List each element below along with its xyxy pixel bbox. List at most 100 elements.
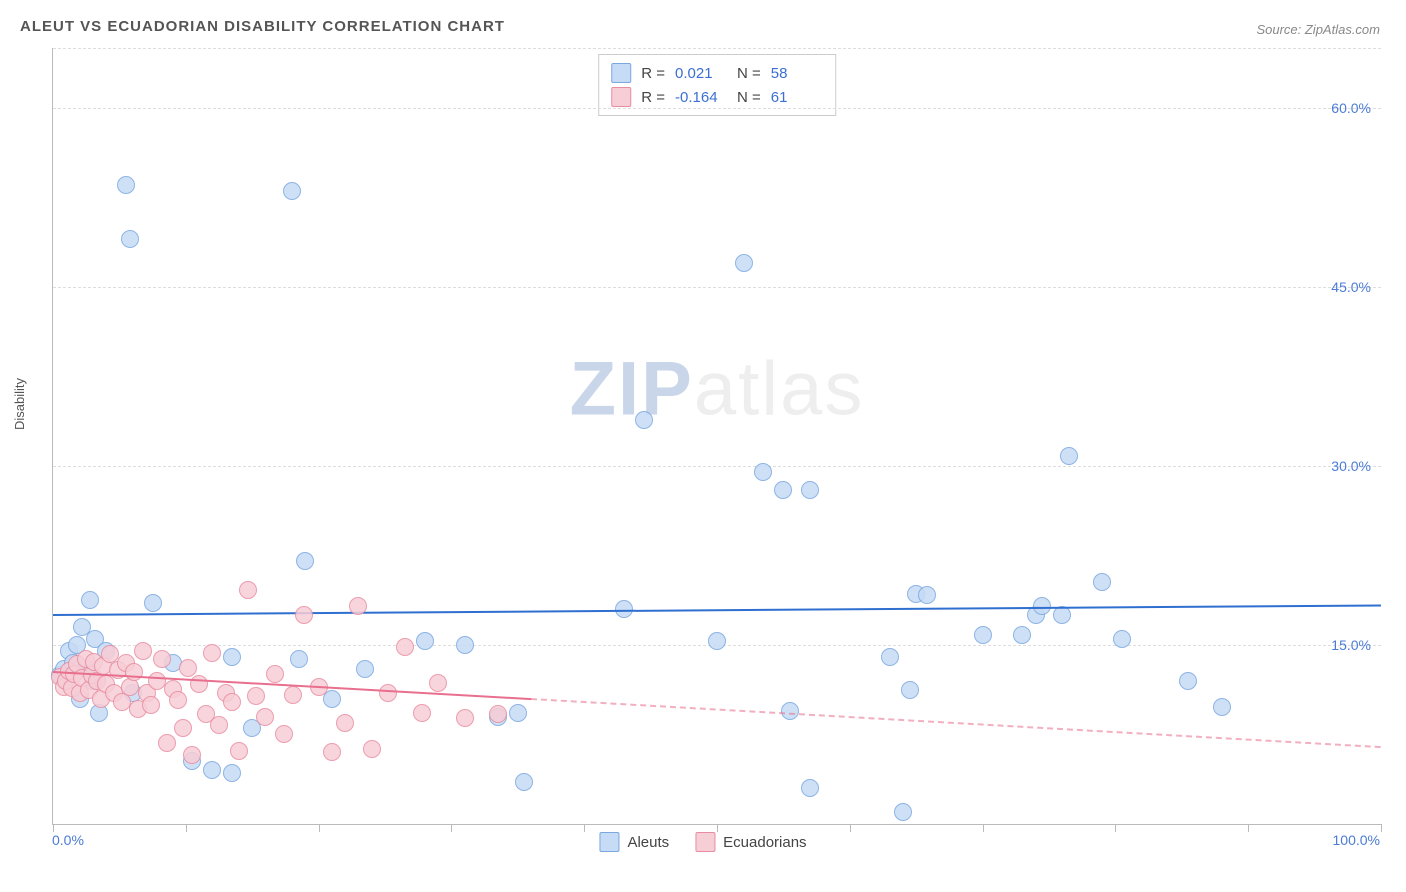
watermark: ZIPatlas bbox=[570, 346, 865, 433]
x-tick bbox=[584, 824, 585, 832]
point-ecuadorians bbox=[456, 709, 474, 727]
point-aleuts bbox=[283, 182, 301, 200]
legend-bottom-item: Aleuts bbox=[599, 832, 669, 852]
source-name: ZipAtlas.com bbox=[1305, 22, 1380, 37]
x-tick bbox=[451, 824, 452, 832]
gridline bbox=[53, 466, 1381, 467]
point-aleuts bbox=[416, 632, 434, 650]
point-aleuts bbox=[894, 803, 912, 821]
point-aleuts bbox=[754, 463, 772, 481]
point-ecuadorians bbox=[230, 742, 248, 760]
point-ecuadorians bbox=[363, 740, 381, 758]
y-tick-label: 15.0% bbox=[1331, 637, 1371, 653]
point-ecuadorians bbox=[142, 696, 160, 714]
gridline bbox=[53, 287, 1381, 288]
point-ecuadorians bbox=[379, 684, 397, 702]
point-ecuadorians bbox=[169, 691, 187, 709]
watermark-atlas: atlas bbox=[694, 347, 865, 432]
legend-bottom: Aleuts Ecuadorians bbox=[599, 832, 806, 852]
point-ecuadorians bbox=[256, 708, 274, 726]
source-prefix: Source: bbox=[1256, 22, 1304, 37]
point-ecuadorians bbox=[489, 705, 507, 723]
point-aleuts bbox=[296, 552, 314, 570]
gridline bbox=[53, 48, 1381, 49]
y-tick-label: 30.0% bbox=[1331, 458, 1371, 474]
y-axis-title: Disability bbox=[12, 378, 27, 430]
point-ecuadorians bbox=[247, 687, 265, 705]
point-aleuts bbox=[203, 761, 221, 779]
point-ecuadorians bbox=[223, 693, 241, 711]
chart-title: ALEUT VS ECUADORIAN DISABILITY CORRELATI… bbox=[20, 18, 505, 35]
x-tick bbox=[1248, 824, 1249, 832]
point-ecuadorians bbox=[349, 597, 367, 615]
watermark-zip: ZIP bbox=[570, 347, 694, 432]
point-ecuadorians bbox=[158, 734, 176, 752]
legend-bottom-label: Aleuts bbox=[627, 834, 669, 851]
legend-swatch-icon bbox=[611, 63, 631, 83]
x-tick bbox=[850, 824, 851, 832]
legend-r-label: R = bbox=[641, 89, 665, 106]
point-ecuadorians bbox=[210, 716, 228, 734]
point-aleuts bbox=[121, 230, 139, 248]
point-ecuadorians bbox=[179, 659, 197, 677]
point-aleuts bbox=[1060, 447, 1078, 465]
point-aleuts bbox=[1093, 573, 1111, 591]
x-tick bbox=[53, 824, 54, 832]
point-aleuts bbox=[774, 481, 792, 499]
point-ecuadorians bbox=[174, 719, 192, 737]
point-aleuts bbox=[223, 648, 241, 666]
point-aleuts bbox=[708, 632, 726, 650]
legend-bottom-label: Ecuadorians bbox=[723, 834, 806, 851]
legend-n-value: 61 bbox=[771, 89, 823, 106]
y-tick-label: 60.0% bbox=[1331, 100, 1371, 116]
point-ecuadorians bbox=[323, 743, 341, 761]
point-aleuts bbox=[974, 626, 992, 644]
x-tick bbox=[1381, 824, 1382, 832]
legend-n-value: 58 bbox=[771, 65, 823, 82]
point-ecuadorians bbox=[284, 686, 302, 704]
x-tick bbox=[1115, 824, 1116, 832]
point-aleuts bbox=[1033, 597, 1051, 615]
point-ecuadorians bbox=[275, 725, 293, 743]
legend-swatch-icon bbox=[599, 832, 619, 852]
point-ecuadorians bbox=[396, 638, 414, 656]
chart-source: Source: ZipAtlas.com bbox=[1256, 22, 1380, 37]
x-tick bbox=[319, 824, 320, 832]
point-ecuadorians bbox=[239, 581, 257, 599]
legend-bottom-item: Ecuadorians bbox=[695, 832, 806, 852]
point-aleuts bbox=[635, 411, 653, 429]
point-aleuts bbox=[515, 773, 533, 791]
point-ecuadorians bbox=[413, 704, 431, 722]
trend-aleuts bbox=[53, 604, 1381, 616]
legend-top-row: R =0.021N =58 bbox=[611, 61, 823, 85]
plot-area: ZIPatlas R =0.021N =58R =-0.164N =61 15.… bbox=[52, 48, 1381, 825]
point-ecuadorians bbox=[266, 665, 284, 683]
point-ecuadorians bbox=[336, 714, 354, 732]
point-aleuts bbox=[509, 704, 527, 722]
legend-top: R =0.021N =58R =-0.164N =61 bbox=[598, 54, 836, 116]
point-ecuadorians bbox=[134, 642, 152, 660]
point-ecuadorians bbox=[183, 746, 201, 764]
point-aleuts bbox=[881, 648, 899, 666]
legend-r-value: -0.164 bbox=[675, 89, 727, 106]
y-tick-label: 45.0% bbox=[1331, 279, 1371, 295]
legend-swatch-icon bbox=[611, 87, 631, 107]
point-aleuts bbox=[1213, 698, 1231, 716]
point-aleuts bbox=[781, 702, 799, 720]
x-axis-min-label: 0.0% bbox=[52, 832, 84, 848]
point-ecuadorians bbox=[295, 606, 313, 624]
point-aleuts bbox=[144, 594, 162, 612]
point-aleuts bbox=[1179, 672, 1197, 690]
point-ecuadorians bbox=[153, 650, 171, 668]
point-aleuts bbox=[801, 779, 819, 797]
point-aleuts bbox=[1113, 630, 1131, 648]
point-aleuts bbox=[290, 650, 308, 668]
legend-top-row: R =-0.164N =61 bbox=[611, 85, 823, 109]
point-aleuts bbox=[117, 176, 135, 194]
point-aleuts bbox=[901, 681, 919, 699]
point-ecuadorians bbox=[125, 663, 143, 681]
point-aleuts bbox=[735, 254, 753, 272]
gridline bbox=[53, 108, 1381, 109]
legend-r-value: 0.021 bbox=[675, 65, 727, 82]
point-aleuts bbox=[1013, 626, 1031, 644]
